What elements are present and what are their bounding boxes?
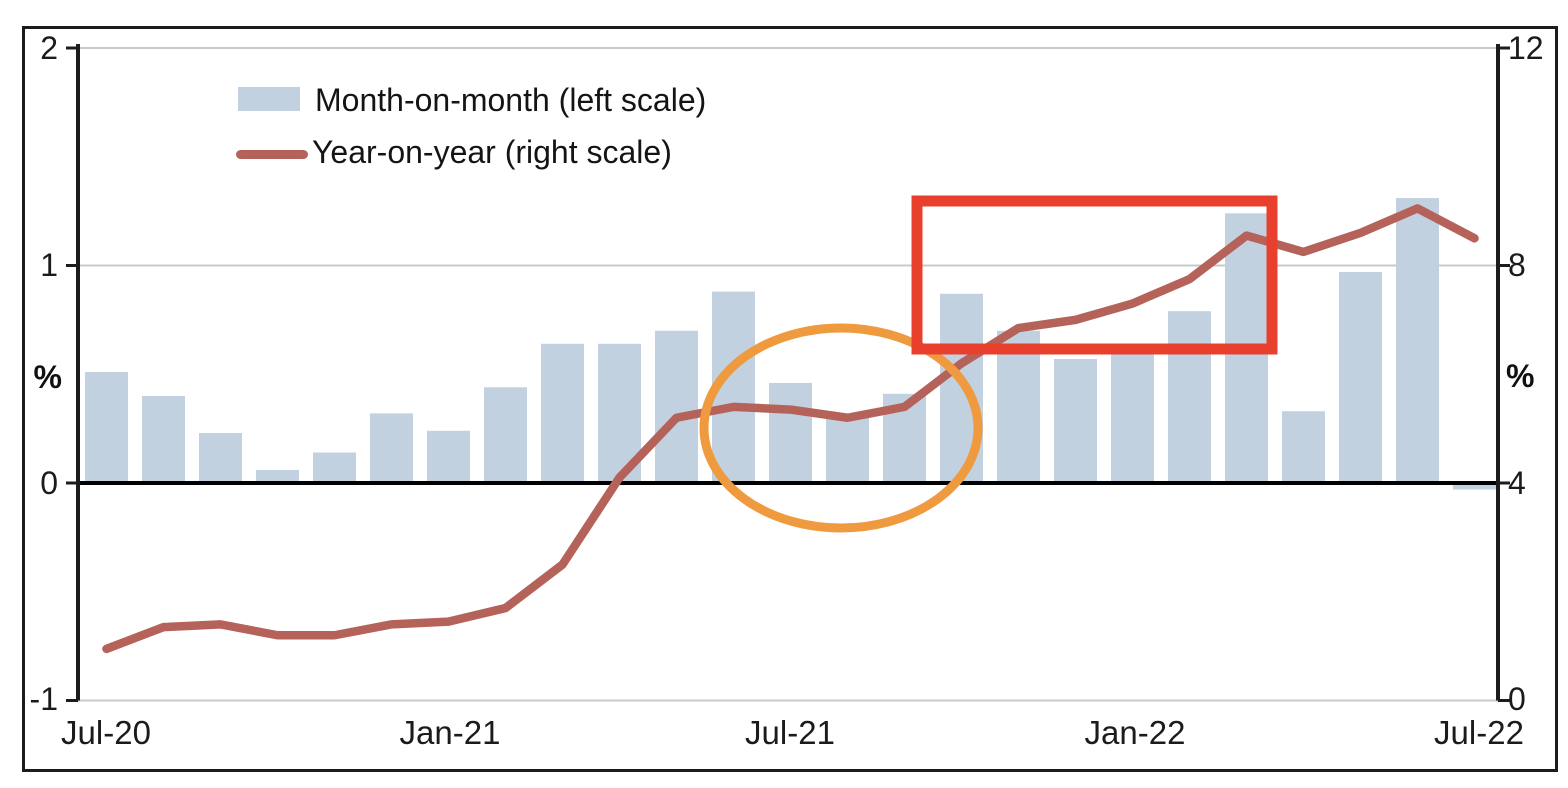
- bar-Feb-21: [484, 387, 527, 483]
- right-axis-tick-0: 0: [1508, 681, 1526, 717]
- bar-Jan-21: [427, 430, 470, 483]
- left-axis-tick-2: 2: [40, 30, 58, 66]
- right-axis-tick-4: 4: [1508, 465, 1526, 501]
- bar-May-21: [655, 330, 698, 483]
- x-axis-label-jan21: Jan-21: [399, 714, 501, 751]
- x-axis-label-jul21: Jul-21: [745, 714, 835, 751]
- bar-Mar-21: [541, 343, 584, 483]
- annotation-ellipse: [699, 323, 983, 533]
- bar-Jun-22: [1396, 198, 1439, 483]
- bar-Nov-21: [997, 330, 1040, 483]
- bar-Feb-22: [1168, 311, 1211, 483]
- x-axis-label-jan22: Jan-22: [1084, 714, 1186, 751]
- bar-Apr-22: [1282, 411, 1325, 483]
- legend-bar-swatch: [238, 87, 300, 111]
- left-axis-tick-neg1: -1: [29, 681, 58, 717]
- x-axis-label-jul20: Jul-20: [61, 714, 151, 751]
- bar-Nov-20: [313, 452, 356, 483]
- yoy-line: [102, 204, 1479, 654]
- legend-label-month-on-month: Month-on-month (left scale): [315, 82, 707, 118]
- left-axis-tick-0: 0: [40, 465, 58, 501]
- x-axis-label-jul22: Jul-22: [1434, 714, 1524, 751]
- legend-line-swatch: [236, 150, 308, 159]
- annotation-rect: [911, 195, 1278, 355]
- right-axis-tick-12: 12: [1508, 30, 1544, 66]
- bar-Jul-21: [769, 382, 812, 483]
- right-axis-tick-8: 8: [1508, 247, 1526, 283]
- left-axis-unit-label: %: [33, 359, 62, 395]
- bar-Dec-21: [1054, 359, 1097, 483]
- bar-Jan-22: [1111, 343, 1154, 483]
- bar-Jul-22: [1453, 483, 1496, 490]
- chart-border: [22, 26, 1558, 772]
- left-axis-tick-1: 1: [40, 247, 58, 283]
- bar-May-22: [1339, 272, 1382, 483]
- bar-Dec-20: [370, 413, 413, 483]
- bar-Oct-20: [256, 469, 299, 483]
- bar-Jul-20: [85, 372, 128, 483]
- bar-Aug-20: [142, 396, 185, 483]
- bar-Aug-21: [826, 415, 869, 483]
- bar-Sep-20: [199, 432, 242, 483]
- legend-label-year-on-year: Year-on-year (right scale): [312, 134, 672, 170]
- right-axis-unit-label: %: [1506, 358, 1535, 394]
